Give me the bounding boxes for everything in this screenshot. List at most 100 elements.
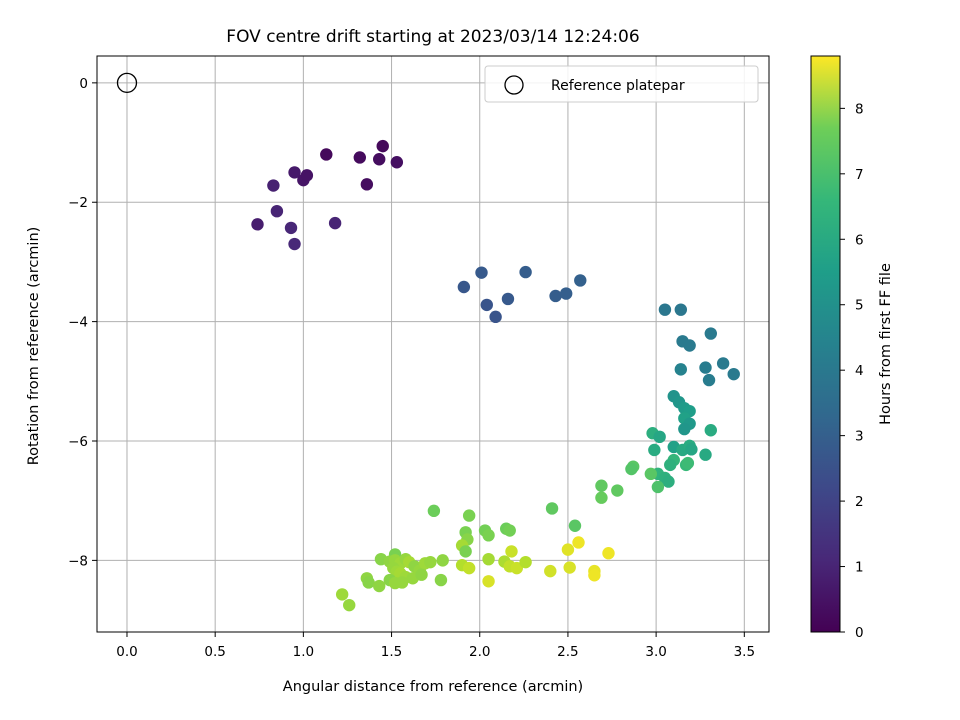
y-tick-label: 0: [79, 76, 88, 92]
data-point: [457, 280, 471, 294]
data-point: [568, 519, 582, 532]
data-point: [415, 568, 428, 581]
data-point: [353, 151, 367, 164]
y-tick-label: −2: [68, 195, 88, 211]
data-point: [360, 178, 374, 191]
data-point: [699, 448, 712, 461]
legend-box: [484, 65, 759, 103]
data-point: [270, 204, 284, 218]
data-point: [595, 479, 608, 492]
data-point: [362, 576, 375, 589]
data-point: [545, 502, 559, 515]
data-point: [644, 467, 658, 481]
data-point: [343, 598, 356, 612]
y-tick-label: −4: [68, 315, 88, 331]
data-point: [462, 561, 476, 575]
data-point: [482, 529, 495, 542]
data-point: [685, 443, 698, 456]
data-point: [704, 327, 717, 340]
data-point: [288, 237, 301, 251]
data-point: [678, 422, 691, 436]
data-point: [653, 430, 666, 444]
chart-title: FOV centre drift starting at 2023/03/14 …: [226, 27, 639, 47]
data-point: [434, 573, 448, 587]
data-point: [651, 480, 665, 494]
data-point: [376, 139, 389, 153]
data-point: [503, 524, 516, 537]
colorbar-tick-label: 2: [855, 494, 864, 510]
x-tick-label: 0.0: [116, 644, 137, 660]
data-point: [681, 456, 695, 470]
y-axis-ticks: 0 −2 −4 −6 −8: [68, 76, 97, 569]
data-point: [288, 166, 301, 179]
data-point: [267, 179, 280, 192]
colorbar-tick-label: 1: [855, 560, 864, 576]
colorbar-tick-label: 8: [855, 101, 864, 117]
data-point: [335, 588, 349, 601]
data-point: [436, 554, 449, 567]
x-tick-label: 3.0: [645, 644, 666, 660]
y-tick-label: −6: [68, 434, 88, 450]
data-point: [716, 357, 730, 370]
data-point: [674, 303, 688, 316]
data-point: [489, 310, 502, 324]
data-point: [572, 536, 585, 549]
y-tick-label: −8: [68, 553, 88, 569]
data-point: [549, 289, 562, 303]
data-point: [482, 552, 495, 566]
x-tick-label: 2.0: [469, 644, 490, 660]
colorbar-tick-label: 7: [855, 167, 864, 183]
data-point: [588, 569, 601, 582]
colorbar: 0 1 2 3 4 5 6 7 8 Hours from first FF file: [810, 55, 894, 641]
data-point: [424, 555, 437, 569]
data-point: [662, 475, 675, 488]
colorbar-tick-label: 6: [855, 232, 864, 248]
data-point: [563, 561, 576, 574]
data-point: [427, 504, 441, 518]
scatter-points: [251, 139, 740, 612]
data-point: [664, 458, 677, 472]
legend: Reference platepar: [484, 65, 759, 103]
data-point: [727, 367, 740, 381]
x-tick-label: 3.5: [734, 644, 755, 660]
reference-marker: [116, 72, 138, 94]
x-tick-label: 1.5: [381, 644, 402, 660]
data-point: [390, 156, 404, 169]
data-point: [373, 579, 386, 593]
data-point: [519, 265, 532, 279]
data-point: [561, 543, 575, 556]
data-point: [510, 561, 523, 575]
data-point: [544, 564, 557, 578]
colorbar-tick-label: 0: [855, 625, 864, 641]
colorbar-tick-label: 5: [855, 298, 864, 314]
data-point: [373, 153, 386, 166]
data-point: [328, 216, 342, 230]
data-point: [519, 555, 532, 569]
data-point: [475, 266, 488, 279]
data-point: [251, 218, 264, 231]
data-point: [602, 547, 615, 560]
x-tick-label: 2.5: [557, 644, 578, 660]
reference-platepar-point: [116, 72, 138, 94]
data-point: [674, 363, 688, 376]
legend-entry-reference: Reference platepar: [551, 78, 685, 94]
colorbar-gradient: [810, 55, 841, 633]
x-axis-label: Angular distance from reference (arcmin): [283, 679, 583, 695]
data-point: [559, 287, 573, 300]
data-point: [459, 545, 472, 558]
data-point: [611, 484, 624, 497]
data-point: [595, 491, 608, 504]
x-axis-ticks: 0.0 0.5 1.0 1.5 2.0 2.5 3.0 3.5: [116, 632, 755, 660]
data-point: [704, 424, 717, 437]
data-point: [574, 274, 587, 287]
y-axis-label: Rotation from reference (arcmin): [26, 227, 42, 466]
colorbar-ticks: 0 1 2 3 4 5 6 7 8: [840, 101, 864, 641]
legend-marker-icon: [504, 75, 524, 95]
data-point: [395, 576, 409, 589]
data-point: [320, 148, 333, 161]
data-point: [501, 292, 515, 306]
colorbar-tick-label: 4: [855, 363, 864, 379]
plot-frame: [96, 55, 770, 633]
x-tick-label: 1.0: [293, 644, 314, 660]
grid-lines: [97, 56, 769, 632]
